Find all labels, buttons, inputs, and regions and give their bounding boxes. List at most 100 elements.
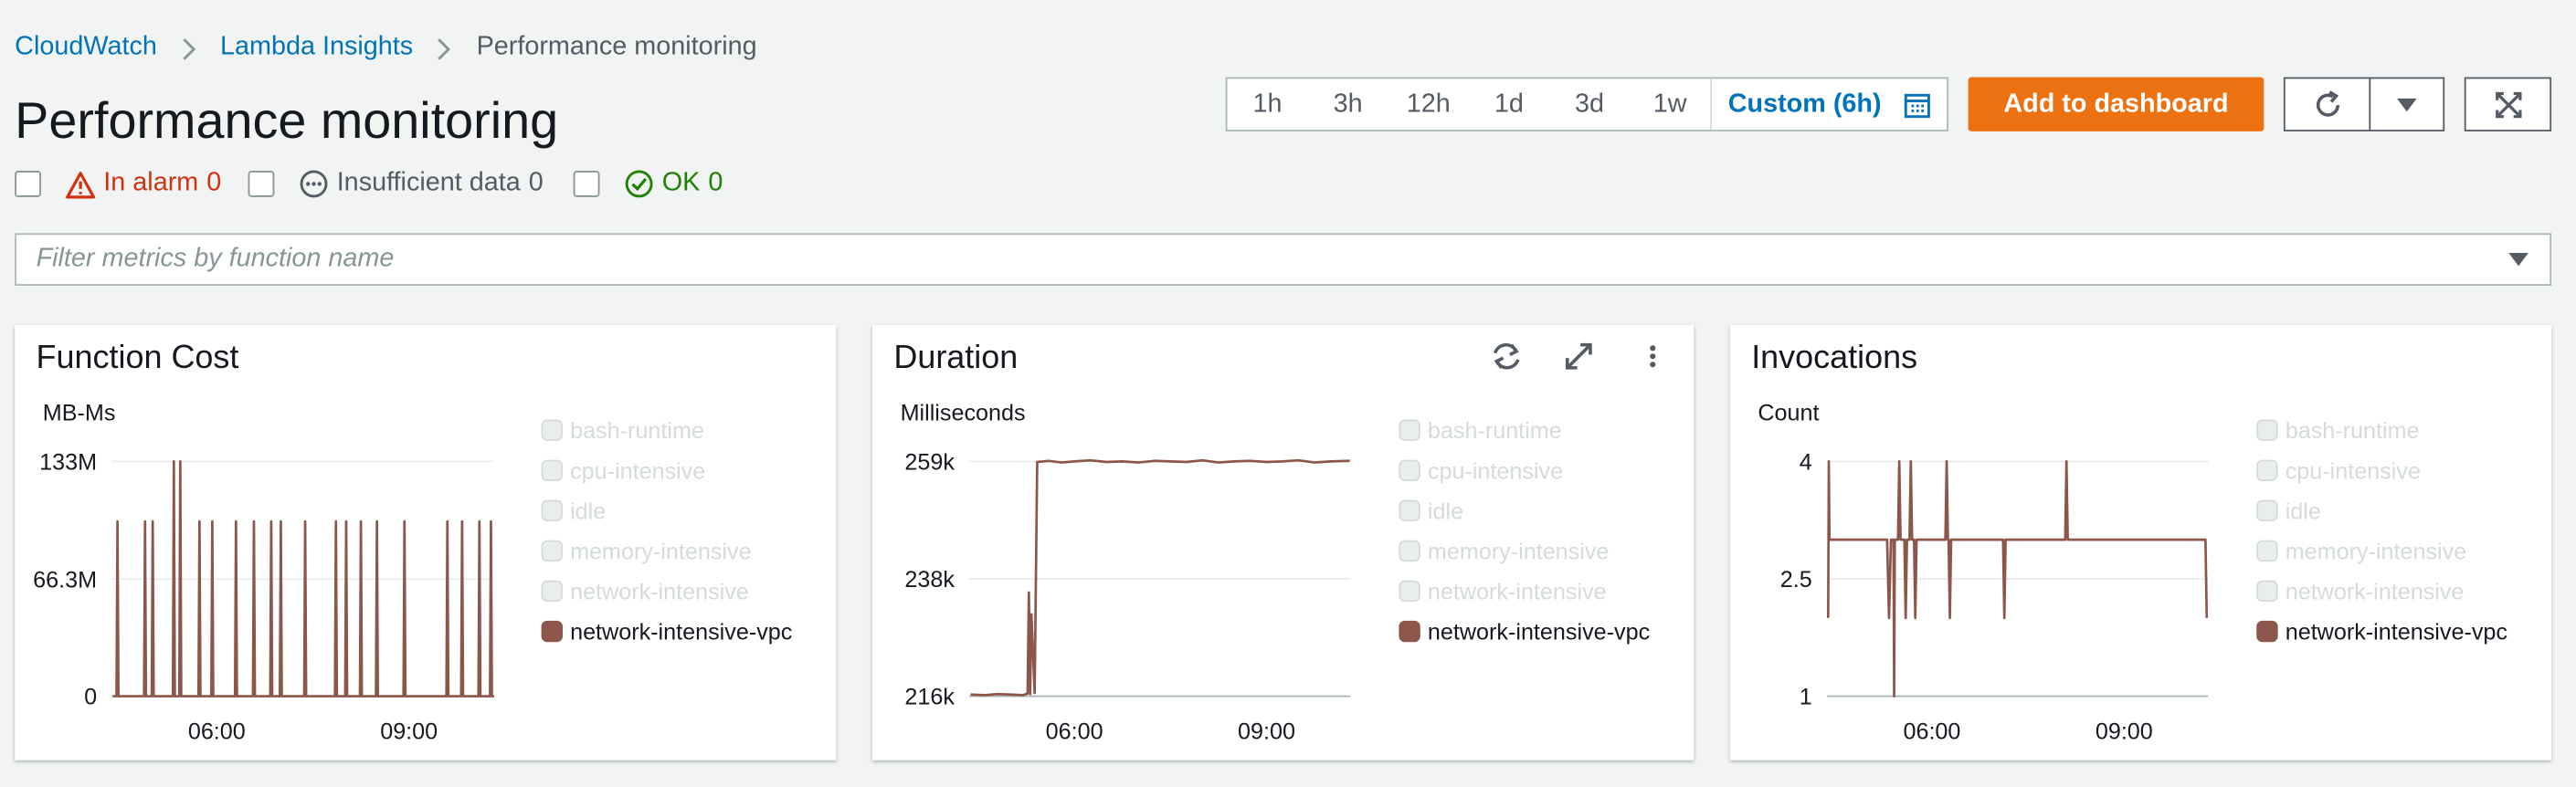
alarm-label: OK <box>661 169 701 197</box>
y-tick-label: 4 <box>1800 449 1812 475</box>
checkbox[interactable] <box>573 171 600 197</box>
y-axis-label: Milliseconds <box>901 400 1026 425</box>
legend-swatch <box>1399 499 1420 522</box>
legend-label: network-intensive-vpc <box>2286 620 2507 645</box>
time-range-option[interactable]: 1w <box>1652 89 1687 119</box>
legend-label: network-intensive-vpc <box>1428 620 1650 645</box>
y-axis-label: MB-Ms <box>43 400 116 425</box>
x-tick-label: 09:00 <box>380 719 438 744</box>
icon-dot <box>1650 353 1656 360</box>
icon-dot <box>1650 362 1656 368</box>
time-range-option[interactable]: 3d <box>1575 89 1605 119</box>
dropdown-icon <box>2397 98 2417 111</box>
fullscreen-icon <box>2495 90 2521 118</box>
legend-swatch <box>2256 459 2278 481</box>
alarm-count: 0 <box>528 169 544 197</box>
refresh-widget-icon <box>1493 342 1520 370</box>
y-tick-label: 0 <box>84 685 97 710</box>
refresh-button[interactable] <box>2283 77 2371 131</box>
alarm-label: In alarm <box>103 169 199 197</box>
chart: Invocations Count 1 2.5 4 06:00 09:00 bash-runt… <box>1751 338 2507 744</box>
icon-dot <box>1650 345 1656 352</box>
legend-label: network-intensive-vpc <box>570 620 792 645</box>
alarm-count: 0 <box>708 169 723 197</box>
time-range-option[interactable]: 3h <box>1333 89 1363 119</box>
icon-shape <box>1565 342 1592 370</box>
legend-swatch <box>2256 540 2278 562</box>
page-title: Performance monitoring <box>15 91 559 150</box>
legend-label: network-intensive <box>2286 579 2465 604</box>
y-tick-label: 259k <box>904 449 955 475</box>
refresh-icon <box>2316 89 2339 116</box>
legend-label: cpu-intensive <box>2286 458 2421 484</box>
time-range-option[interactable]: 1d <box>1494 89 1524 119</box>
breadcrumb-current: Performance monitoring <box>476 32 757 61</box>
custom-range-label: Custom (6h) <box>1727 89 1882 118</box>
y-tick-label: 2.5 <box>1780 567 1812 593</box>
x-tick-label: 09:00 <box>1238 719 1295 744</box>
insufficient-icon <box>300 170 328 198</box>
legend-label: memory-intensive <box>1428 539 1610 564</box>
chevron <box>438 38 451 60</box>
legend-swatch <box>1399 580 1420 603</box>
alarm-count: 0 <box>206 169 222 197</box>
legend-swatch <box>1399 540 1420 562</box>
legend-label: cpu-intensive <box>1428 458 1563 484</box>
legend-label: idle <box>570 498 606 524</box>
y-tick-label: 216k <box>904 685 955 710</box>
widget-menu-icon <box>1650 345 1656 368</box>
y-tick-label: 133M <box>39 449 97 475</box>
chart: Duration Milliseconds 216k 238k 259k 06:00 09:… <box>893 338 1656 744</box>
legend-label: bash-runtime <box>570 418 704 444</box>
breadcrumb-link[interactable]: CloudWatch <box>15 32 157 61</box>
function-filter[interactable]: Filter metrics by function name <box>15 233 2552 286</box>
chart-title: Invocations <box>1751 338 1917 375</box>
legend-label: idle <box>2286 498 2321 524</box>
checkbox[interactable] <box>248 171 275 197</box>
icon-shape <box>1493 342 1520 370</box>
add-to-dashboard-button[interactable]: Add to dashboard <box>1968 77 2265 131</box>
alarm-filter[interactable]: In alarm 0 <box>15 169 221 198</box>
checkbox[interactable] <box>15 171 41 197</box>
legend-label: network-intensive <box>570 579 749 604</box>
legend-label: network-intensive <box>1428 579 1607 604</box>
legend-swatch <box>541 620 563 643</box>
custom-range[interactable]: Custom (6h) <box>1710 79 1947 131</box>
filter-placeholder: Filter metrics by function name <box>36 244 395 273</box>
legend-swatch <box>1399 620 1420 643</box>
alarm-filter[interactable]: OK 0 <box>573 169 723 198</box>
y-tick-label: 66.3M <box>33 567 97 593</box>
ok-icon <box>625 170 653 198</box>
legend-swatch <box>2256 499 2278 522</box>
legend-swatch <box>2256 580 2278 603</box>
legend-swatch <box>2256 620 2278 643</box>
chart-panel: Function Cost MB-Ms 0 66.3M 133M 06:00 09:00 ba… <box>15 325 837 761</box>
chart-title: Function Cost <box>37 338 239 375</box>
time-range-option[interactable]: 12h <box>1406 89 1451 119</box>
refresh-options-button[interactable] <box>2369 77 2445 131</box>
data-line <box>112 460 494 698</box>
chart: Function Cost MB-Ms 0 66.3M 133M 06:00 09:00 ba… <box>33 338 792 744</box>
chart-title: Duration <box>893 338 1018 375</box>
chart-panel: Duration Milliseconds 216k 238k 259k 06:00 09:… <box>872 325 1694 761</box>
x-tick-label: 09:00 <box>2096 719 2153 744</box>
chevron <box>183 38 196 60</box>
legend-swatch <box>541 459 563 481</box>
legend-swatch <box>541 419 563 441</box>
x-tick-label: 06:00 <box>188 719 246 744</box>
breadcrumb-link[interactable]: Lambda Insights <box>219 32 414 61</box>
calendar-icon <box>1905 92 1931 118</box>
legend-swatch <box>2256 419 2278 441</box>
legend-label: bash-runtime <box>1428 418 1562 444</box>
legend-swatch <box>541 580 563 603</box>
expand-widget-icon <box>1565 342 1592 370</box>
time-range-option[interactable]: 1h <box>1252 89 1283 119</box>
x-tick-label: 06:00 <box>1903 719 1960 744</box>
data-line <box>970 458 1350 697</box>
alarm-filter[interactable]: Insufficient data 0 <box>248 169 544 198</box>
fullscreen-button[interactable] <box>2464 77 2552 131</box>
legend-label: memory-intensive <box>570 539 752 564</box>
time-range-selector: 1h 3h 12h 1d 3d 1w Custom (6h) <box>1225 77 1949 131</box>
